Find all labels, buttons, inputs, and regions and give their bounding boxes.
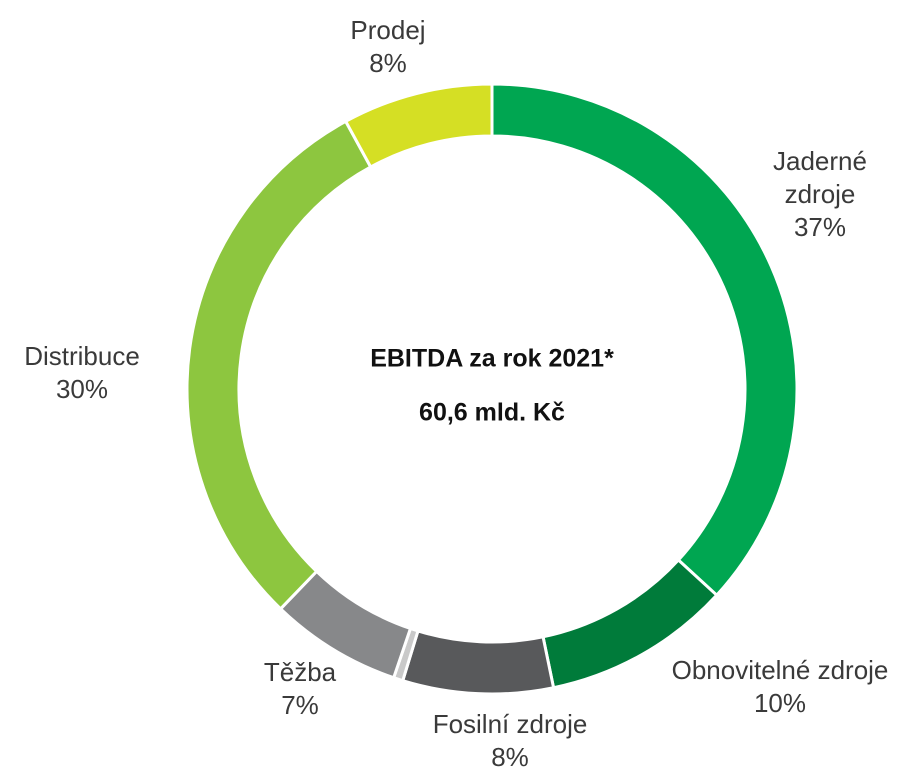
slice-label: Fosilní zdroje 8% xyxy=(390,708,630,774)
category-label: Jaderné zdroje xyxy=(773,146,867,209)
category-label: Fosilní zdroje xyxy=(432,709,588,739)
category-label: Prodej xyxy=(350,15,426,45)
value-label: 8% xyxy=(491,742,529,772)
donut-segment xyxy=(343,82,494,170)
value-label: 37% xyxy=(793,212,847,242)
category-label: Obnovitelné zdroje xyxy=(671,655,889,685)
slice-label: Prodej 8% xyxy=(318,14,458,80)
value-label: 8% xyxy=(369,48,407,78)
value-label: 7% xyxy=(281,690,319,720)
slice-label: Těžba 7% xyxy=(230,656,370,722)
category-label: Těžba xyxy=(263,657,337,687)
category-label: Distribuce xyxy=(24,341,140,371)
donut-segment xyxy=(400,629,556,696)
chart-title: EBITDA za rok 2021* xyxy=(370,345,614,373)
slice-label: Distribuce 30% xyxy=(0,340,172,406)
slice-label: Jaderné zdroje 37% xyxy=(745,145,895,244)
donut-segment xyxy=(185,119,373,611)
slice-label: Obnovitelné zdroje 10% xyxy=(640,654,917,720)
value-label: 10% xyxy=(753,688,807,718)
chart-subtitle: 60,6 mld. Kč xyxy=(419,399,565,427)
value-label: 30% xyxy=(55,374,109,404)
